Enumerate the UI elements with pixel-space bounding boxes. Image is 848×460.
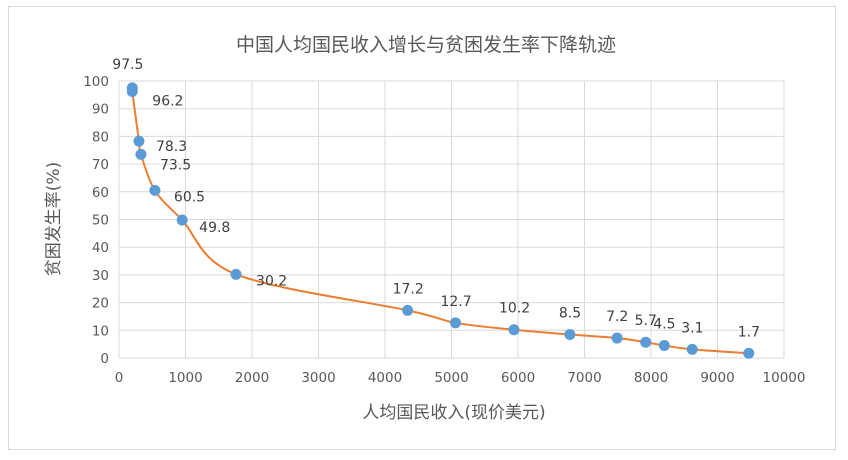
x-tick-label: 7000	[567, 370, 601, 386]
data-label: 97.5	[112, 57, 143, 73]
data-point	[176, 214, 188, 226]
data-point	[402, 304, 414, 316]
x-tick-label: 8000	[634, 370, 668, 386]
data-label: 49.8	[199, 220, 230, 236]
y-tick-label: 40	[92, 240, 109, 256]
y-tick-label: 0	[100, 351, 109, 367]
y-tick-label: 60	[92, 185, 109, 201]
y-tick-label: 80	[92, 129, 109, 145]
y-tick-label: 70	[92, 157, 109, 173]
x-tick-label: 1000	[168, 370, 202, 386]
x-tick-label: 3000	[301, 370, 335, 386]
data-label: 17.2	[393, 281, 424, 297]
data-label: 30.2	[256, 273, 287, 289]
chart-title: 中国人均国民收入增长与贫困发生率下降轨迹	[236, 34, 616, 56]
data-label: 5.7	[635, 313, 657, 329]
data-label: 3.1	[681, 320, 703, 336]
data-point	[658, 340, 670, 352]
data-point	[640, 336, 652, 348]
data-point	[149, 184, 161, 196]
data-point	[126, 86, 138, 98]
data-label: 10.2	[499, 301, 530, 317]
data-point	[133, 135, 145, 147]
y-tick-label: 20	[92, 296, 109, 312]
data-label: 12.7	[440, 294, 471, 310]
x-tick-label: 6000	[501, 370, 535, 386]
x-axis-title: 人均国民收入(现价美元)	[362, 403, 545, 423]
data-point	[564, 328, 576, 340]
data-label: 4.5	[653, 317, 675, 333]
y-axis-title: 贫困发生率(%)	[44, 162, 64, 276]
x-tick-label: 10000	[763, 370, 806, 386]
y-tick-label: 90	[92, 102, 109, 118]
data-label: 96.2	[152, 94, 183, 110]
y-tick-label: 10	[92, 323, 109, 339]
data-label: 8.5	[559, 305, 581, 321]
y-tick-label: 50	[92, 213, 109, 229]
y-tick-label: 30	[92, 268, 109, 284]
x-tick-label: 4000	[368, 370, 402, 386]
chart-frame	[8, 6, 836, 450]
x-tick-label: 5000	[434, 370, 468, 386]
data-label: 1.7	[738, 324, 760, 340]
y-tick-label: 100	[83, 74, 109, 90]
x-tick-label: 9000	[700, 370, 734, 386]
data-labels: 97.5 96.2 78.3 73.5 60.5 49.8 30.2 17.2 12.7 10.2…	[112, 57, 760, 340]
x-tick-label: 2000	[235, 370, 269, 386]
data-point	[230, 268, 242, 280]
data-point	[135, 148, 147, 160]
data-point	[611, 332, 623, 344]
data-label: 60.5	[174, 189, 205, 205]
data-point	[449, 317, 461, 329]
x-tick-label: 0	[115, 370, 124, 386]
data-label: 73.5	[160, 157, 191, 173]
gridlines	[118, 80, 785, 359]
data-point	[743, 347, 755, 359]
data-point	[508, 324, 520, 336]
data-label: 78.3	[156, 139, 187, 155]
data-point	[686, 343, 698, 355]
data-label: 7.2	[606, 309, 628, 325]
data-markers	[126, 82, 755, 359]
